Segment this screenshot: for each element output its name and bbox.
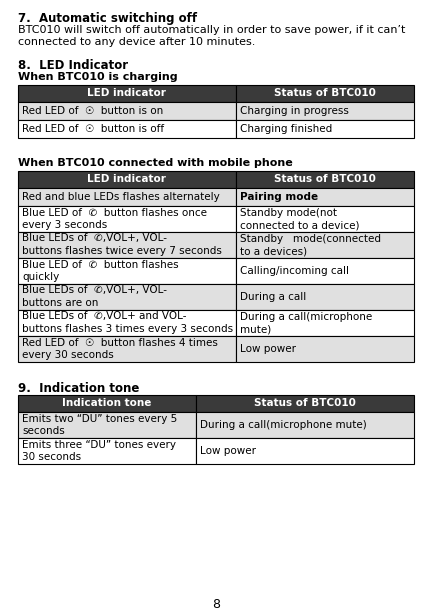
Text: During a call(microphone mute): During a call(microphone mute) xyxy=(200,420,367,430)
Text: mute): mute) xyxy=(240,324,271,335)
Text: Emits two “DU” tones every 5: Emits two “DU” tones every 5 xyxy=(22,414,177,424)
Text: Red LED of  ☉  button flashes 4 times: Red LED of ☉ button flashes 4 times xyxy=(22,338,218,348)
Text: buttons are on: buttons are on xyxy=(22,299,98,308)
Text: Blue LEDs of  ✆,VOL+, VOL-: Blue LEDs of ✆,VOL+, VOL- xyxy=(22,286,167,295)
Text: connected to any device after 10 minutes.: connected to any device after 10 minutes… xyxy=(18,37,255,47)
Text: LED indicator: LED indicator xyxy=(87,88,166,99)
Text: Red LED of  ☉  button is on: Red LED of ☉ button is on xyxy=(22,106,163,116)
Text: 9.  Indication tone: 9. Indication tone xyxy=(18,382,140,395)
Text: Status of BTC010: Status of BTC010 xyxy=(274,88,376,99)
Text: Charging in progress: Charging in progress xyxy=(240,106,349,116)
Text: every 30 seconds: every 30 seconds xyxy=(22,351,114,360)
Text: Standby mode(not: Standby mode(not xyxy=(240,207,337,218)
Bar xyxy=(236,310,414,336)
Text: 30 seconds: 30 seconds xyxy=(22,452,81,462)
Text: Status of BTC010: Status of BTC010 xyxy=(274,175,376,185)
Bar xyxy=(18,171,236,188)
Text: Red LED of  ☉  button is off: Red LED of ☉ button is off xyxy=(22,124,164,134)
Bar xyxy=(18,188,236,206)
Text: Status of BTC010: Status of BTC010 xyxy=(254,398,356,408)
Text: buttons flashes 3 times every 3 seconds: buttons flashes 3 times every 3 seconds xyxy=(22,324,233,335)
Bar xyxy=(236,120,414,138)
Text: seconds: seconds xyxy=(22,427,65,436)
Bar xyxy=(18,284,236,310)
Text: every 3 seconds: every 3 seconds xyxy=(22,221,107,230)
Bar xyxy=(18,395,196,412)
Text: Low power: Low power xyxy=(200,446,256,456)
Bar xyxy=(196,438,414,464)
Text: Blue LEDs of  ✆,VOL+ and VOL-: Blue LEDs of ✆,VOL+ and VOL- xyxy=(22,311,187,321)
Text: Blue LED of  ✆  button flashes once: Blue LED of ✆ button flashes once xyxy=(22,207,207,218)
Text: quickly: quickly xyxy=(22,273,59,283)
Bar xyxy=(18,85,236,102)
Text: 8.  LED Indicator: 8. LED Indicator xyxy=(18,59,128,72)
Bar xyxy=(18,232,236,258)
Text: When BTC010 is charging: When BTC010 is charging xyxy=(18,72,178,82)
Text: Emits three “DU” tones every: Emits three “DU” tones every xyxy=(22,440,176,449)
Bar xyxy=(196,412,414,438)
Bar xyxy=(236,206,414,232)
Bar xyxy=(18,438,196,464)
Text: connected to a device): connected to a device) xyxy=(240,221,359,230)
Text: 8: 8 xyxy=(212,598,220,612)
Text: When BTC010 connected with mobile phone: When BTC010 connected with mobile phone xyxy=(18,158,293,168)
Bar xyxy=(18,206,236,232)
Bar xyxy=(236,284,414,310)
Bar xyxy=(18,412,196,438)
Text: Calling/incoming call: Calling/incoming call xyxy=(240,266,349,276)
Bar xyxy=(236,232,414,258)
Text: Blue LEDs of  ✆,VOL+, VOL-: Blue LEDs of ✆,VOL+, VOL- xyxy=(22,234,167,243)
Text: BTC010 will switch off automatically in order to save power, if it can’t: BTC010 will switch off automatically in … xyxy=(18,25,405,35)
Text: Low power: Low power xyxy=(240,344,296,354)
Bar xyxy=(236,102,414,120)
Text: buttons flashes twice every 7 seconds: buttons flashes twice every 7 seconds xyxy=(22,246,222,256)
Text: 7.  Automatic switching off: 7. Automatic switching off xyxy=(18,12,197,25)
Text: Standby   mode(connected: Standby mode(connected xyxy=(240,234,381,243)
Text: During a call: During a call xyxy=(240,292,306,302)
Text: LED indicator: LED indicator xyxy=(87,175,166,185)
Bar xyxy=(18,336,236,362)
Bar xyxy=(236,188,414,206)
Text: Blue LED of  ✆  button flashes: Blue LED of ✆ button flashes xyxy=(22,259,178,270)
Text: Indication tone: Indication tone xyxy=(62,398,152,408)
Text: to a devices): to a devices) xyxy=(240,246,307,256)
Bar xyxy=(196,395,414,412)
Bar xyxy=(236,258,414,284)
Bar xyxy=(18,102,236,120)
Bar xyxy=(236,336,414,362)
Text: During a call(microphone: During a call(microphone xyxy=(240,311,372,321)
Bar xyxy=(18,120,236,138)
Bar xyxy=(236,171,414,188)
Bar xyxy=(236,85,414,102)
Text: Pairing mode: Pairing mode xyxy=(240,192,318,202)
Bar xyxy=(18,310,236,336)
Text: Charging finished: Charging finished xyxy=(240,124,332,134)
Text: Red and blue LEDs flashes alternately: Red and blue LEDs flashes alternately xyxy=(22,192,220,202)
Bar xyxy=(18,258,236,284)
